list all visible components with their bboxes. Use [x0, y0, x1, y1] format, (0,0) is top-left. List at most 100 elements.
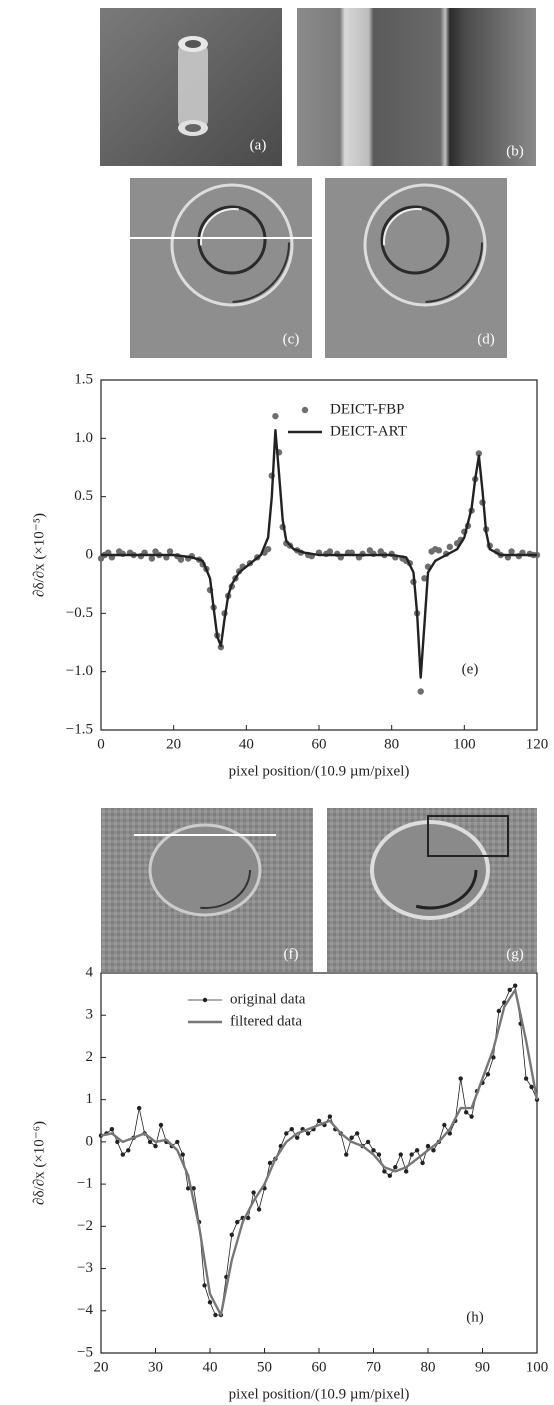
- data-point: [251, 1190, 256, 1195]
- data-point: [264, 545, 272, 553]
- panel-label: (f): [284, 946, 299, 962]
- data-point: [284, 1131, 289, 1136]
- data-point: [349, 1135, 354, 1140]
- data-point: [177, 556, 185, 563]
- series-line: [100, 985, 538, 1316]
- data-point: [202, 1283, 207, 1288]
- legend-label: DEICT-FBP: [330, 401, 404, 417]
- image-g: [327, 808, 537, 972]
- data-point: [245, 1215, 251, 1221]
- data-point: [469, 1114, 474, 1119]
- y-tick-label: −3: [77, 1260, 93, 1276]
- data-point: [376, 1152, 382, 1157]
- data-point: [417, 688, 424, 695]
- data-point: [305, 1131, 311, 1136]
- data-point: [371, 1148, 376, 1153]
- data-point: [485, 1072, 491, 1077]
- y-tick-label: 4: [86, 964, 94, 980]
- data-point: [186, 1186, 191, 1191]
- data-point: [272, 412, 279, 420]
- panel-label: (b): [506, 143, 524, 159]
- image-f: [101, 808, 313, 972]
- data-point: [446, 543, 453, 551]
- series-line: [101, 429, 537, 679]
- x-tick-label: 40: [203, 1359, 218, 1375]
- y-tick-label: 0: [86, 546, 94, 562]
- x-tick-label: 40: [239, 736, 254, 752]
- image-a: [100, 8, 282, 166]
- y-tick-label: 0: [86, 1133, 94, 1149]
- data-point: [435, 547, 443, 554]
- data-point: [387, 1173, 393, 1178]
- image-d: [325, 178, 507, 358]
- data-point: [414, 1148, 420, 1153]
- data-point: [235, 1219, 240, 1225]
- x-tick-label: 20: [166, 736, 181, 752]
- panel-label: (d): [477, 331, 495, 347]
- panel-label: (a): [250, 137, 267, 153]
- data-point: [491, 1055, 496, 1060]
- y-tick-label: −5: [77, 1344, 93, 1360]
- y-axis-label: ∂δ/∂x (×10⁻⁶): [31, 1121, 47, 1205]
- data-point: [507, 987, 512, 993]
- y-tick-label: 1.5: [74, 371, 93, 387]
- y-tick-label: −0.5: [66, 605, 93, 621]
- legend-swatch: [202, 997, 208, 1003]
- x-tick-label: 30: [148, 1359, 163, 1375]
- x-tick-label: 90: [475, 1359, 490, 1375]
- data-point: [136, 1105, 142, 1111]
- y-tick-label: 1: [86, 1091, 94, 1107]
- data-point: [147, 1139, 153, 1145]
- x-axis-label: pixel position/(10.9 µm/pixel): [229, 763, 410, 779]
- x-tick-label: 120: [526, 736, 549, 752]
- data-point: [126, 1148, 131, 1153]
- data-point: [344, 1152, 349, 1157]
- x-tick-label: 60: [312, 1359, 327, 1375]
- data-point: [153, 1143, 158, 1149]
- data-point: [447, 1131, 452, 1136]
- series-line: [100, 988, 539, 1317]
- data-point: [316, 1118, 322, 1123]
- data-point: [158, 1122, 164, 1128]
- y-tick-label: 1.0: [74, 430, 93, 446]
- data-point: [115, 1139, 120, 1145]
- legend-swatch: [301, 406, 309, 414]
- y-tick-label: −2: [77, 1218, 93, 1234]
- panel-label: (c): [283, 331, 300, 347]
- data-point: [496, 1008, 502, 1014]
- x-tick-label: 100: [453, 736, 476, 752]
- data-point: [213, 1312, 218, 1318]
- data-point: [256, 1207, 262, 1212]
- y-tick-label: −4: [77, 1302, 93, 1318]
- data-point: [354, 1131, 360, 1136]
- x-tick-label: 20: [94, 1359, 109, 1375]
- data-point: [442, 1122, 447, 1128]
- data-point: [109, 1127, 115, 1132]
- data-point: [382, 1169, 387, 1174]
- data-point: [191, 1186, 196, 1191]
- panel-label: (g): [506, 946, 524, 962]
- data-point: [175, 1139, 180, 1145]
- data-point: [420, 1160, 425, 1166]
- y-tick-label: −1: [77, 1176, 93, 1192]
- data-point: [431, 1148, 436, 1153]
- data-point: [289, 1127, 294, 1132]
- data-point: [398, 1152, 403, 1157]
- data-point: [425, 1143, 431, 1149]
- legend-label: original data: [230, 991, 306, 1007]
- y-tick-label: 3: [86, 1007, 94, 1023]
- data-point: [523, 1076, 529, 1081]
- y-tick-label: −1.5: [66, 721, 93, 737]
- x-tick-label: 80: [384, 736, 399, 752]
- data-point: [513, 983, 518, 988]
- x-tick-label: 50: [257, 1359, 272, 1375]
- data-point: [529, 1084, 534, 1090]
- data-point: [295, 1135, 300, 1140]
- x-tick-label: 70: [366, 1359, 381, 1375]
- data-point: [207, 1300, 213, 1305]
- x-tick-label: 80: [421, 1359, 436, 1375]
- legend-label: DEICT-ART: [330, 423, 407, 439]
- data-point: [409, 1152, 414, 1157]
- data-point: [458, 1076, 463, 1081]
- data-point: [365, 1139, 371, 1145]
